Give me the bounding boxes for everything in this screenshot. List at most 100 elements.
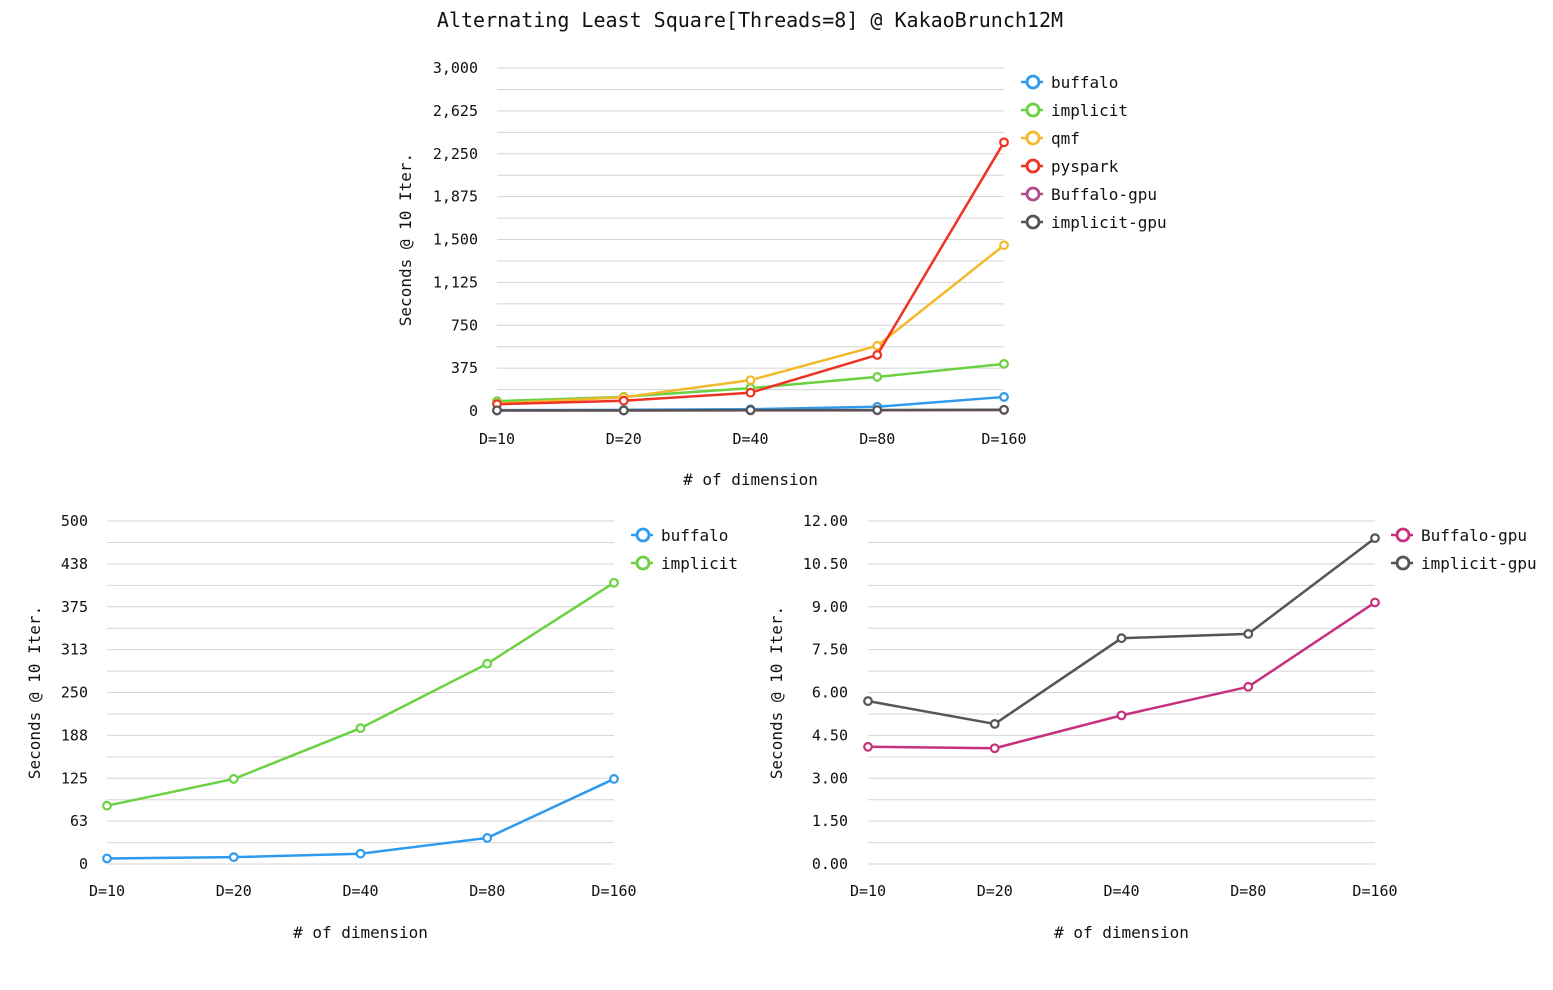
legend-entry-buffalo-gpu: Buffalo-gpu <box>1421 526 1527 545</box>
legend-entry-implicit-gpu: implicit-gpu <box>1421 554 1537 573</box>
y-tick-label: 2,250 <box>433 145 478 163</box>
legend-entry-buffalo-gpu: Buffalo-gpu <box>1051 185 1157 204</box>
data-point-pyspark <box>999 137 1009 148</box>
legend-entry-buffalo: buffalo <box>1051 73 1118 92</box>
legend-marker-implicit-gpu <box>1395 555 1411 571</box>
data-point-implicit <box>102 800 112 811</box>
y-tick-label: 2,625 <box>433 102 478 120</box>
data-point-implicit-gpu <box>863 696 873 706</box>
legend-marker-buffalo-gpu <box>1395 527 1411 543</box>
y-tick-label: 375 <box>61 598 88 616</box>
data-point-buffalo-gpu <box>989 743 1000 754</box>
y-tick-label: 7.50 <box>812 641 848 659</box>
legend-entry-implicit: implicit <box>661 554 738 573</box>
x-tick-label: D=10 <box>479 430 515 448</box>
y-tick-label: 375 <box>451 359 478 377</box>
y-tick-label: 0.00 <box>812 855 848 873</box>
y-tick-label: 1,500 <box>433 231 478 249</box>
y-tick-label: 6.00 <box>812 684 848 702</box>
series-buffalo <box>102 774 619 864</box>
y-axis-label: Seconds @ 10 Iter. <box>25 606 44 779</box>
data-point-pyspark <box>872 350 883 360</box>
data-point-buffalo-gpu <box>1243 681 1254 692</box>
data-point-implicit <box>355 723 366 734</box>
x-tick-label: D=160 <box>981 430 1026 448</box>
data-point-implicit-gpu <box>989 719 1000 729</box>
y-tick-label: 750 <box>451 316 478 334</box>
y-tick-label: 500 <box>61 512 88 530</box>
x-tick-label: D=20 <box>977 882 1013 900</box>
series-implicit-gpu <box>492 404 1009 416</box>
chart-top: 0 375 750 1,125 1,500 1,875 2,250 2,625 3,000 D=1… <box>396 59 1167 489</box>
y-tick-label: 10.50 <box>803 555 848 573</box>
data-point-qmf <box>999 240 1009 251</box>
legend-marker-buffalo-gpu <box>1025 186 1041 202</box>
y-tick-label: 1,875 <box>433 188 478 206</box>
y-tick-label: 9.00 <box>812 598 848 616</box>
series-implicit <box>102 577 619 811</box>
legend-marker-qmf <box>1025 130 1041 146</box>
x-tick-label: D=80 <box>469 882 505 900</box>
y-tick-label: 63 <box>70 812 88 830</box>
data-point-implicit-gpu <box>872 405 883 415</box>
data-point-implicit <box>609 577 619 588</box>
series-implicit-gpu <box>863 533 1380 729</box>
data-point-buffalo-gpu <box>1370 597 1380 608</box>
legend-entry-implicit: implicit <box>1051 101 1128 120</box>
chart-title: Alternating Least Square[Threads=8] @ Ka… <box>436 8 1064 32</box>
x-tick-label: D=20 <box>216 882 252 900</box>
y-tick-label: 250 <box>61 684 88 702</box>
x-tick-label: D=40 <box>1103 882 1139 900</box>
series-pyspark <box>492 137 1009 410</box>
data-point-buffalo <box>609 774 619 784</box>
data-point-buffalo <box>482 833 493 843</box>
y-tick-label: 1.50 <box>812 812 848 830</box>
data-point-buffalo <box>102 853 112 864</box>
y-axis-label: Seconds @ 10 Iter. <box>396 153 415 326</box>
y-tick-label: 0 <box>469 402 478 420</box>
y-tick-label: 3,000 <box>433 59 478 77</box>
y-tick-label: 4.50 <box>812 726 848 744</box>
x-tick-label: D=10 <box>89 882 125 900</box>
series-line-implicit-gpu <box>867 537 1376 726</box>
data-point-buffalo-gpu <box>863 741 873 752</box>
data-point-implicit-gpu <box>1243 629 1254 639</box>
data-point-implicit <box>228 774 239 784</box>
legend-entry-pyspark: pyspark <box>1051 157 1119 176</box>
x-tick-label: D=40 <box>732 430 768 448</box>
legend-marker-pyspark <box>1025 158 1041 174</box>
x-tick-label: D=80 <box>1230 882 1266 900</box>
data-point-qmf <box>745 375 756 386</box>
series-line-implicit <box>106 581 615 807</box>
y-tick-label: 1,125 <box>433 273 478 291</box>
legend-marker-buffalo <box>635 527 651 543</box>
x-tick-label: D=160 <box>591 882 636 900</box>
data-point-implicit <box>482 658 493 669</box>
legend-marker-buffalo <box>1025 74 1041 90</box>
legend-entry-buffalo: buffalo <box>661 526 728 545</box>
legend: Buffalo-gpu implicit-gpu <box>1391 526 1537 573</box>
y-tick-label: 12.00 <box>803 512 848 530</box>
x-axis-label: # of dimension <box>1054 923 1189 942</box>
legend: buffalo implicit <box>631 526 738 573</box>
data-point-buffalo-gpu <box>1116 710 1127 721</box>
x-tick-label: D=40 <box>342 882 378 900</box>
legend-marker-implicit <box>635 555 651 571</box>
data-point-implicit-gpu <box>1370 533 1380 544</box>
series-buffalo-gpu <box>863 597 1380 754</box>
data-point-implicit <box>999 358 1009 369</box>
data-point-pyspark <box>618 395 629 406</box>
chart-bottom-left: 0 63 125 188 250 313 375 438 500 D=10 D=20 D=40 D=80… <box>25 512 738 942</box>
data-point-pyspark <box>745 387 756 398</box>
x-tick-label: D=80 <box>859 430 895 448</box>
x-axis-label: # of dimension <box>683 470 818 489</box>
x-tick-label: D=160 <box>1352 882 1397 900</box>
x-tick-label: D=10 <box>850 882 886 900</box>
data-point-implicit <box>872 372 883 382</box>
data-point-implicit-gpu <box>1116 633 1127 644</box>
legend: buffalo implicit qmf pyspark Buffalo-gpu impl… <box>1021 73 1167 232</box>
data-point-implicit-gpu <box>618 405 629 416</box>
legend-entry-implicit-gpu: implicit-gpu <box>1051 213 1167 232</box>
data-point-qmf <box>872 340 883 351</box>
